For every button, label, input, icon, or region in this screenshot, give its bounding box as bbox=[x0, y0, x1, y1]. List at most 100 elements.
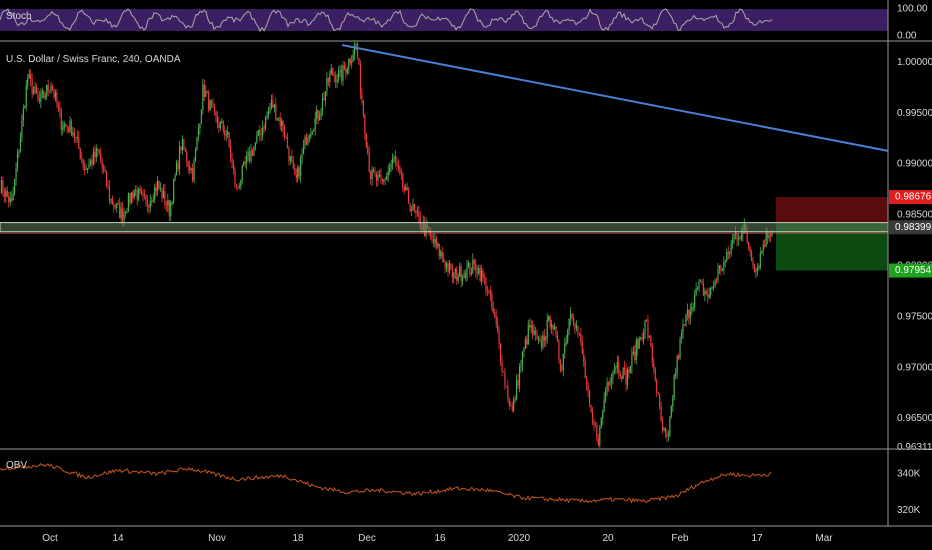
candle-body bbox=[533, 330, 535, 335]
candle-body bbox=[88, 163, 90, 169]
candle-body bbox=[12, 193, 14, 201]
candle-body bbox=[753, 265, 756, 273]
price-tick-label: 1.00000 bbox=[897, 57, 932, 68]
candle-body bbox=[143, 195, 146, 197]
candle-body bbox=[676, 355, 678, 373]
candle-body bbox=[570, 314, 572, 319]
candle-body bbox=[707, 294, 709, 297]
candle-body bbox=[434, 238, 436, 244]
candle-body bbox=[647, 320, 649, 338]
candle-body bbox=[659, 393, 661, 406]
candle-body bbox=[73, 132, 76, 138]
candle-body bbox=[571, 314, 573, 318]
candle-body bbox=[273, 104, 275, 108]
candle-body bbox=[213, 106, 216, 112]
candle-body bbox=[219, 121, 221, 129]
candle-body bbox=[523, 347, 525, 352]
candle-body bbox=[254, 142, 256, 147]
candle-body bbox=[225, 134, 227, 136]
candle-body bbox=[297, 167, 299, 178]
candle-body bbox=[463, 272, 465, 278]
candle-body bbox=[508, 398, 510, 406]
candle-body bbox=[768, 235, 770, 239]
candle-body bbox=[499, 343, 502, 362]
candle-body bbox=[403, 186, 405, 191]
candle-body bbox=[648, 336, 651, 338]
candle-body bbox=[653, 362, 655, 369]
candle-body bbox=[177, 162, 179, 170]
obv-line bbox=[0, 462, 772, 504]
candle-body bbox=[699, 281, 702, 283]
candle-body bbox=[67, 127, 70, 132]
candle-body bbox=[194, 149, 197, 161]
time-tick-label: 14 bbox=[112, 533, 124, 544]
candle-body bbox=[597, 439, 599, 445]
candle-body bbox=[733, 233, 735, 240]
time-tick-label: Dec bbox=[358, 533, 376, 544]
candle-body bbox=[349, 59, 351, 64]
candle-body bbox=[651, 345, 653, 363]
candle-body bbox=[660, 405, 662, 421]
candle-body bbox=[631, 354, 633, 367]
candle-body bbox=[281, 120, 283, 127]
candle-body bbox=[95, 148, 97, 158]
candle-body bbox=[769, 235, 772, 237]
candle-body bbox=[549, 316, 551, 328]
candle-body bbox=[321, 98, 324, 112]
time-tick-label: 18 bbox=[292, 533, 304, 544]
candle-body bbox=[171, 202, 173, 203]
candle-body bbox=[624, 367, 626, 370]
candle-body bbox=[402, 173, 404, 187]
candle-body bbox=[152, 200, 154, 202]
candle-body bbox=[157, 180, 159, 192]
price-tick-label: 0.96500 bbox=[897, 413, 932, 424]
candle-body bbox=[622, 367, 624, 380]
candle-body bbox=[555, 326, 557, 336]
candle-body bbox=[383, 179, 385, 182]
candle-body bbox=[63, 123, 65, 128]
candle-body bbox=[370, 171, 372, 179]
candle-body bbox=[619, 372, 621, 377]
candle-body bbox=[332, 68, 334, 76]
candle-body bbox=[678, 355, 680, 359]
candle-body bbox=[416, 212, 418, 214]
candle-body bbox=[5, 190, 7, 197]
candle-body bbox=[295, 174, 297, 178]
candle-body bbox=[501, 361, 503, 372]
candle-body bbox=[664, 428, 667, 433]
candle-body bbox=[69, 120, 71, 132]
candle-body bbox=[136, 190, 138, 200]
candle-body bbox=[565, 341, 567, 344]
candle-body bbox=[445, 263, 448, 268]
candle-body bbox=[190, 168, 192, 171]
candle-body bbox=[224, 130, 226, 136]
candle-body bbox=[278, 117, 280, 119]
candle-body bbox=[688, 309, 690, 319]
candle-body bbox=[40, 93, 42, 102]
chart-title: U.S. Dollar / Swiss Franc, 240, OANDA bbox=[6, 54, 181, 65]
candle-body bbox=[305, 136, 308, 145]
candle-body bbox=[736, 233, 738, 240]
candle-body bbox=[771, 232, 773, 236]
candle-body bbox=[175, 162, 178, 176]
candle-body bbox=[517, 380, 519, 386]
candle-body bbox=[365, 133, 367, 147]
candle-body bbox=[356, 43, 359, 59]
candle-body bbox=[72, 132, 74, 136]
time-tick-label: Feb bbox=[671, 533, 689, 544]
candle-body bbox=[488, 291, 490, 293]
candle-body bbox=[181, 139, 184, 151]
candle-body bbox=[718, 265, 721, 269]
candle-body bbox=[304, 136, 306, 146]
candle-body bbox=[704, 290, 706, 296]
time-tick-label: 17 bbox=[751, 533, 763, 544]
candle-body bbox=[537, 338, 540, 340]
stop-loss-box bbox=[776, 197, 888, 224]
candle-body bbox=[534, 330, 537, 335]
candle-body bbox=[202, 84, 204, 110]
candle-body bbox=[351, 61, 353, 64]
candle-body bbox=[253, 146, 255, 156]
candle-body bbox=[3, 192, 5, 197]
candle-body bbox=[184, 149, 186, 152]
candle-body bbox=[485, 277, 487, 291]
